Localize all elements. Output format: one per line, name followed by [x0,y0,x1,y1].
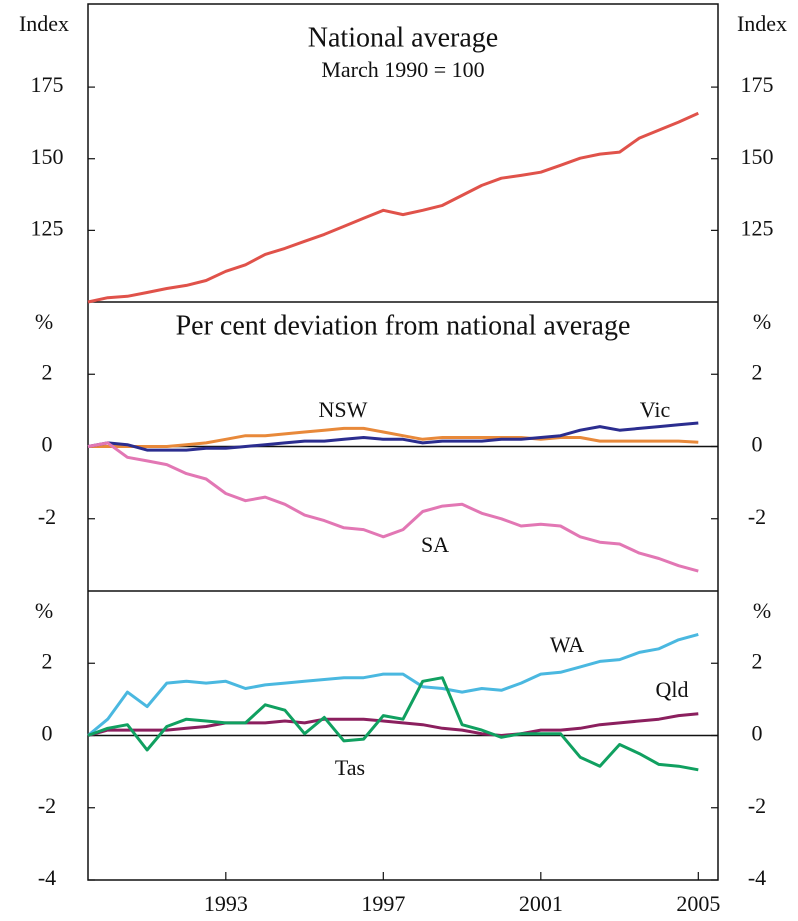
y-tick-label-right: 2 [752,359,763,384]
y-tick-label: -2 [38,504,56,529]
y-tick-label: 0 [42,721,53,746]
series-line [87,712,699,737]
y-tick-label: -2 [38,793,56,818]
y-tick-label: 150 [31,144,64,169]
series-line [88,426,699,448]
series-label: NSW [319,397,368,422]
y-tick-label: -4 [38,865,56,890]
series-line [87,632,699,737]
y-tick-label-right: 150 [741,144,774,169]
y-tick-label-right: -2 [748,793,766,818]
series-label: Vic [640,397,671,422]
y-axis-label: % [35,309,53,334]
y-tick-label: 2 [42,359,53,384]
series-line [87,441,699,573]
series-label: Tas [335,755,365,780]
y-axis-label-right: % [753,598,771,623]
y-tick-label-right: 0 [752,721,763,746]
x-tick-label: 1997 [361,891,405,916]
x-tick-label: 1993 [204,891,248,916]
x-tick-label: 2001 [519,891,563,916]
y-tick-label: 0 [42,432,53,457]
series-line [87,421,699,452]
panel-title: National average [308,22,498,53]
series-line [87,676,699,772]
series-label: SA [421,532,449,557]
y-tick-label: 175 [31,72,64,97]
y-tick-label-right: 0 [752,432,763,457]
panel-subtitle: March 1990 = 100 [321,57,484,82]
y-tick-label-right: -4 [748,865,766,890]
series-label: Qld [656,677,689,702]
x-tick-label: 2005 [676,891,720,916]
series-line [87,111,699,304]
y-tick-label-right: 2 [752,648,763,673]
plot-frame [87,3,719,881]
y-tick-label-right: 175 [741,72,774,97]
y-tick-label: 2 [42,648,53,673]
y-tick-label-right: 125 [741,215,774,240]
panel-title: Per cent deviation from national average [176,310,631,341]
y-axis-label: % [35,598,53,623]
y-axis-label-right: Index [737,11,787,36]
y-tick-label: 125 [31,215,64,240]
y-axis-label: Index [19,11,69,36]
y-axis-label-right: % [753,309,771,334]
series-label: WA [550,632,584,657]
y-tick-label-right: -2 [748,504,766,529]
